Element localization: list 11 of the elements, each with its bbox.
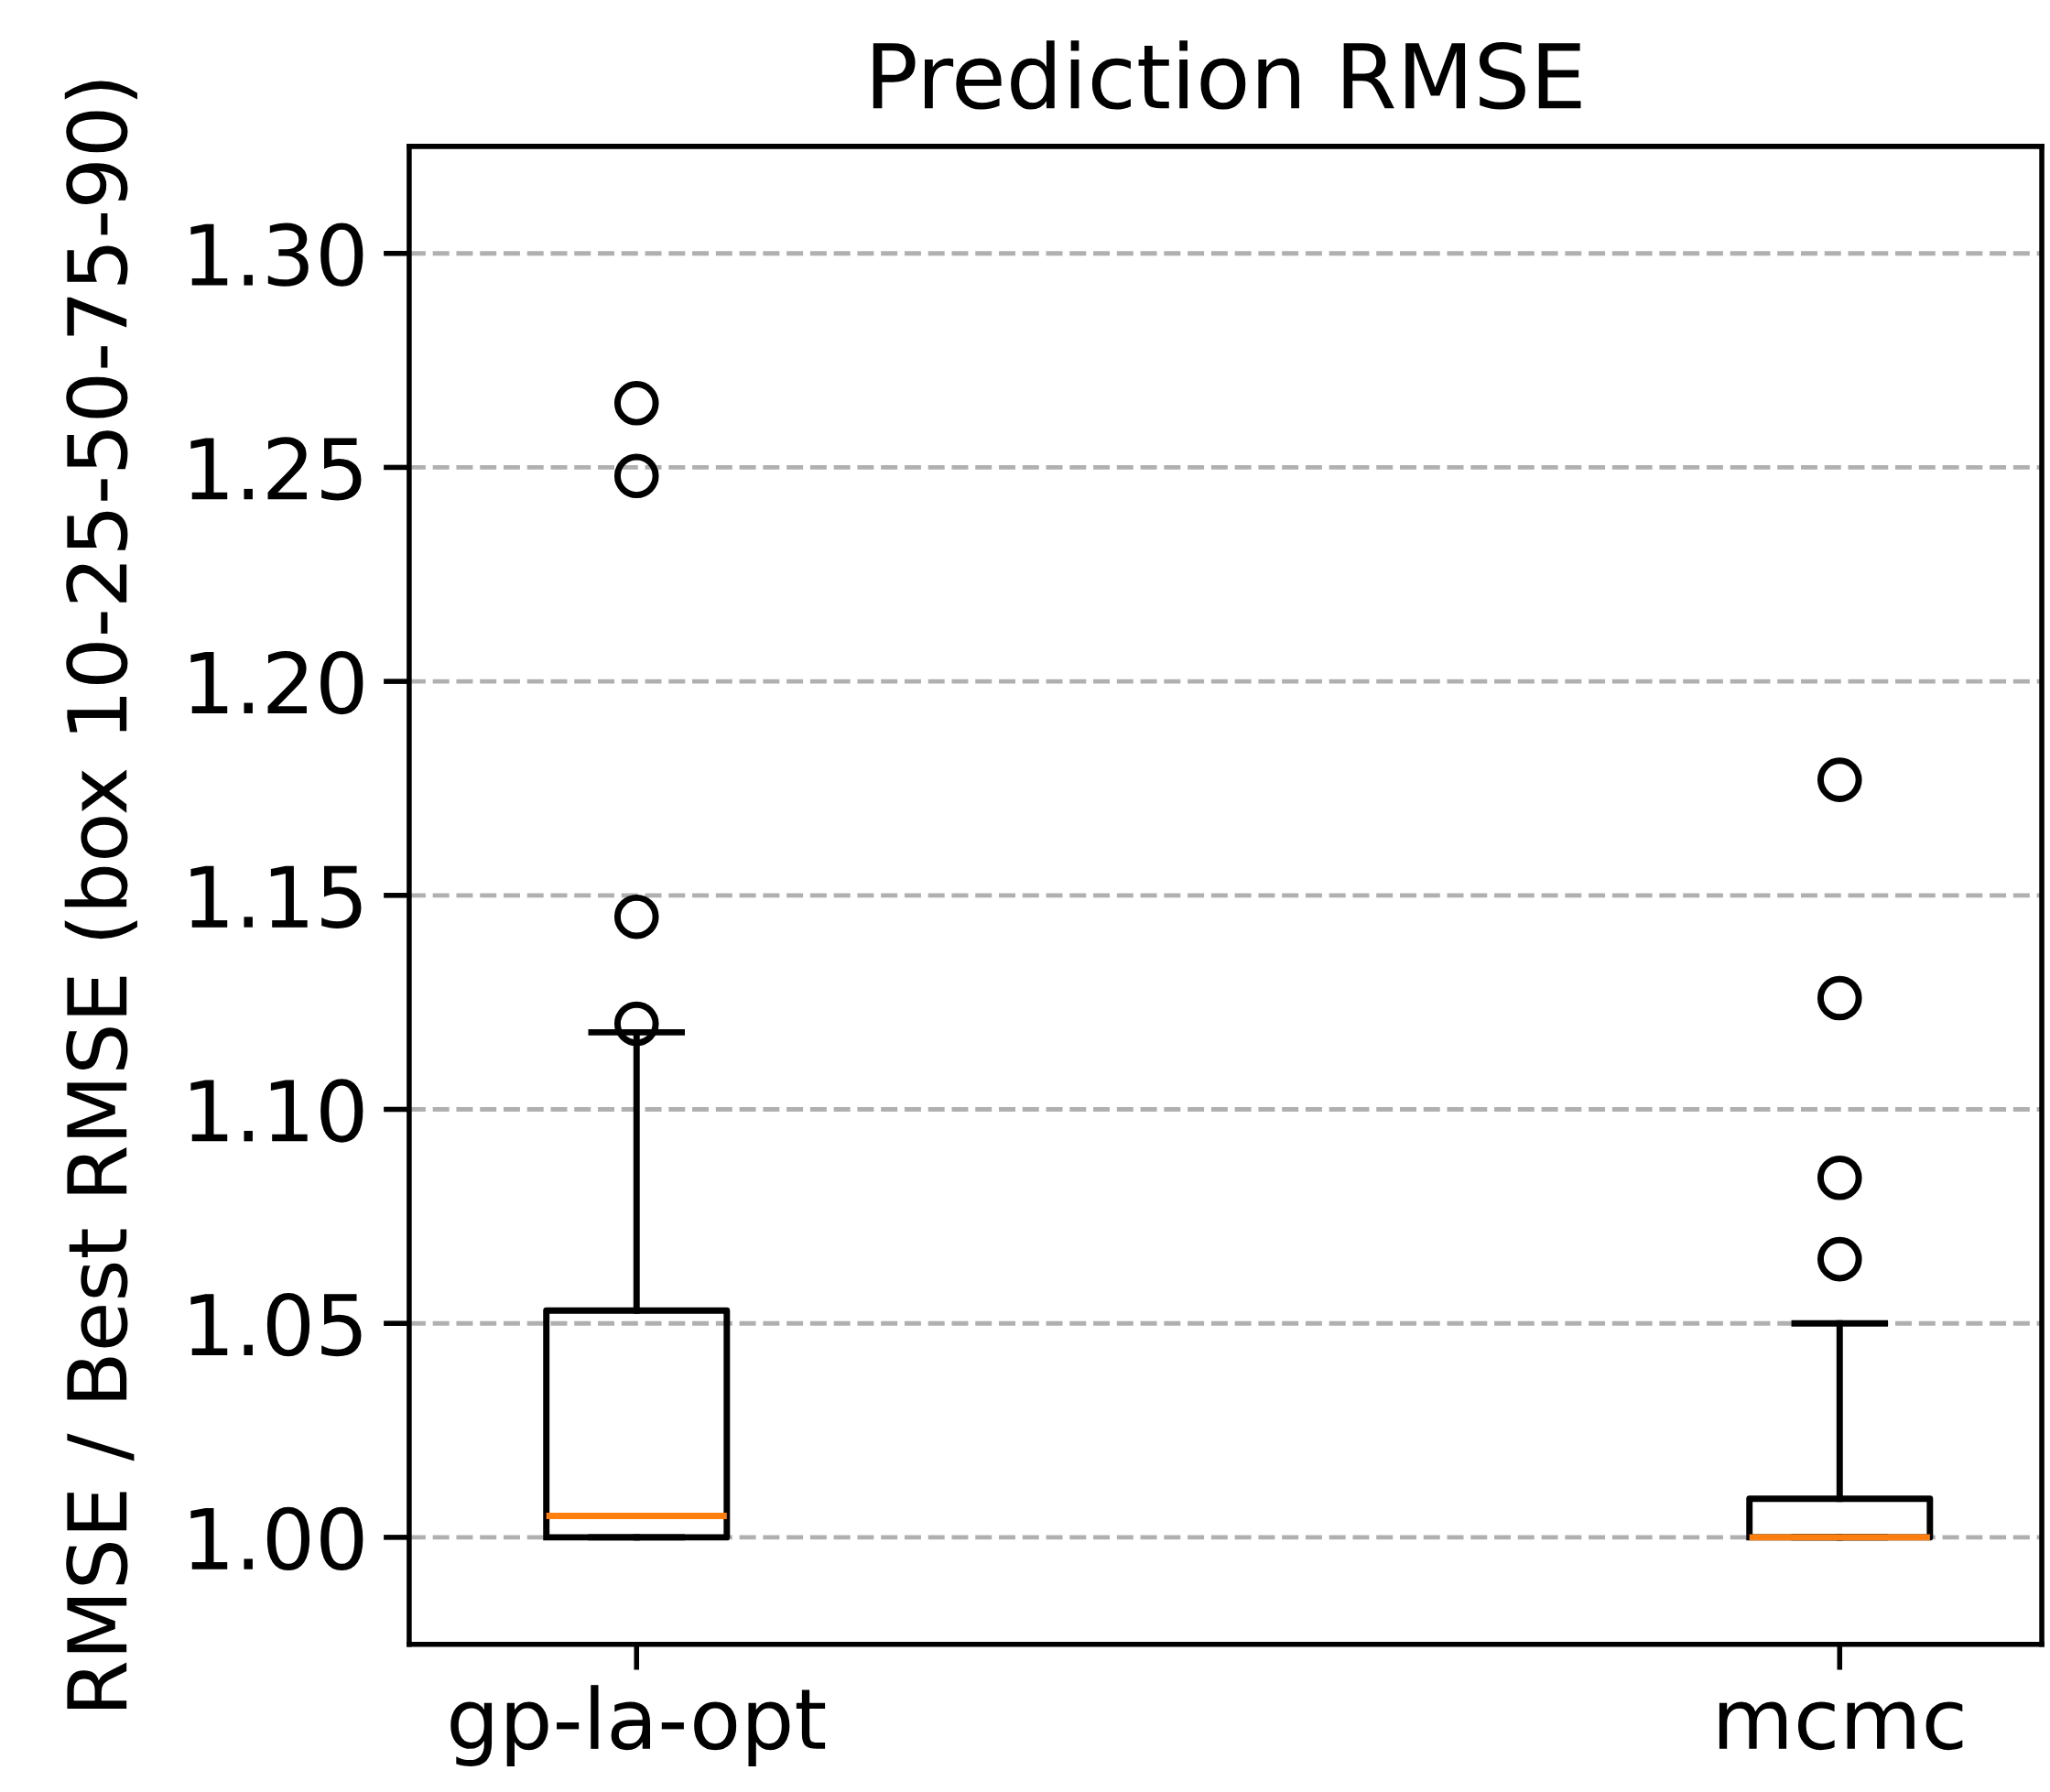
y-tick-label: 1.10 [190, 1079, 363, 1143]
chart-title: Prediction RMSE [873, 40, 1581, 110]
y-tick-label: 1.30 [190, 223, 363, 287]
y-axis-title: RMSE / Best RMSE (box 10-25-50-75-90) [64, 81, 137, 1710]
x-tick-label: mcmc [1719, 1701, 1963, 1751]
y-tick-label: 1.05 [190, 1292, 362, 1357]
y-tick-label: 1.25 [190, 437, 362, 501]
y-tick-label: 1.00 [190, 1506, 363, 1571]
y-tick-label: 1.20 [190, 650, 363, 715]
x-tick-label: gp-la-opt [450, 1685, 826, 1766]
y-tick-label: 1.15 [190, 865, 362, 929]
